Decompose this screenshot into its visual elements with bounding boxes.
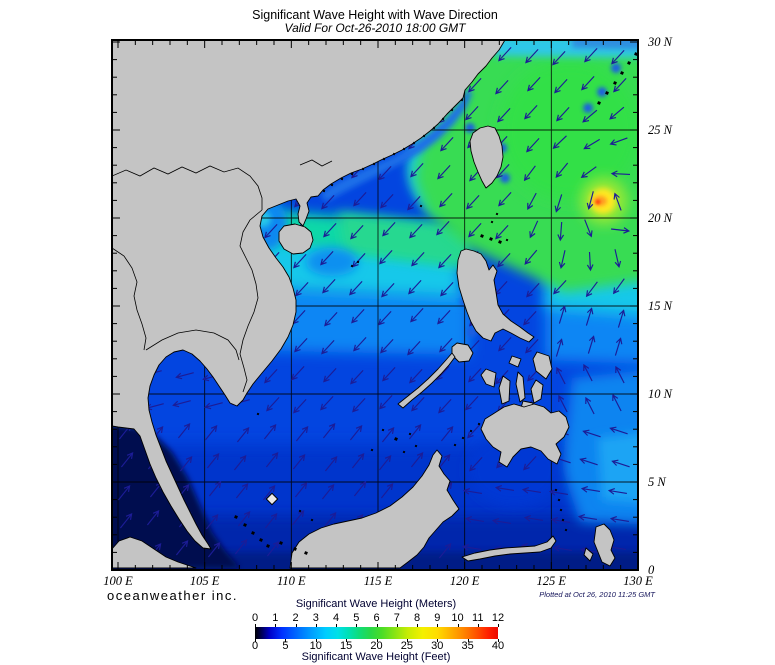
legend-meter-tickmark bbox=[376, 624, 378, 627]
legend-feet-tick: 30 bbox=[431, 640, 444, 652]
legend-meter-tickmark bbox=[396, 624, 398, 627]
lon-label: 100 E bbox=[103, 574, 133, 588]
lon-label: 125 E bbox=[536, 574, 567, 588]
legend-meter-tickmark bbox=[275, 624, 277, 627]
small-islands bbox=[234, 52, 638, 555]
page-title: Significant Wave Height with Wave Direct… bbox=[252, 8, 498, 22]
legend-feet-tickmark bbox=[346, 639, 348, 642]
legend-colorbar bbox=[255, 627, 498, 639]
legend-meter-tickmark bbox=[477, 624, 479, 627]
legend-meter-tick: 11 bbox=[472, 612, 484, 624]
legend-feet-tickmark bbox=[285, 639, 287, 642]
legend-meters-title: Significant Wave Height (Meters) bbox=[295, 598, 457, 610]
legend-meter-tick: 12 bbox=[491, 612, 505, 624]
legend-feet-tick: 15 bbox=[340, 640, 353, 652]
legend-meter-tick: 10 bbox=[451, 612, 464, 624]
legend-meter-tickmark bbox=[417, 624, 418, 627]
lon-label: 115 E bbox=[363, 574, 393, 588]
lon-label: 120 E bbox=[449, 574, 480, 588]
legend-feet-tick: 35 bbox=[461, 640, 474, 652]
legend-meter-tickmark bbox=[295, 624, 297, 627]
legend-feet-tickmark bbox=[255, 639, 256, 642]
lat-label: 20 N bbox=[648, 211, 672, 225]
lon-label: 110 E bbox=[277, 574, 306, 588]
lat-label: 30 N bbox=[648, 35, 672, 49]
natuna-islet bbox=[265, 492, 279, 506]
lat-label: 25 N bbox=[648, 123, 672, 137]
map-border bbox=[111, 39, 639, 571]
legend-meter-tickmark bbox=[255, 624, 256, 627]
plotted-timestamp: Plotted at Oct 26, 2010 11:25 GMT bbox=[539, 590, 655, 599]
legend-meter-tickmark bbox=[336, 624, 337, 627]
oceanweather-branding: oceanweather inc. bbox=[107, 588, 239, 603]
legend-meter-tick: 5 bbox=[353, 612, 360, 624]
legend-meter-tick: 8 bbox=[413, 612, 421, 624]
valid-time-subtitle: Valid For Oct-26-2010 18:00 GMT bbox=[284, 21, 466, 35]
map-clip-group bbox=[112, 40, 638, 570]
legend-meter-tickmark bbox=[356, 624, 358, 627]
legend-feet-title: Significant Wave Height (Feet) bbox=[301, 651, 451, 663]
legend-meter-tick: 2 bbox=[292, 612, 299, 624]
legend-meter-tick: 9 bbox=[434, 612, 441, 624]
legend-meter-tickmark bbox=[498, 624, 499, 627]
legend-feet-tick: 40 bbox=[491, 640, 505, 652]
legend-meter-tick: 7 bbox=[393, 612, 400, 624]
legend-meter-tickmark bbox=[315, 624, 317, 627]
legend-meter-tickmark bbox=[457, 624, 459, 627]
legend-feet-tick: 10 bbox=[309, 640, 322, 652]
cyclone-hotspot bbox=[580, 177, 628, 225]
lon-label: 105 E bbox=[189, 574, 220, 588]
legend-feet-tickmark bbox=[467, 639, 469, 642]
lat-label: 5 N bbox=[648, 475, 666, 489]
legend-feet-tick: 25 bbox=[400, 640, 413, 652]
legend-feet-tick: 5 bbox=[282, 640, 289, 652]
lat-label: 15 N bbox=[648, 299, 672, 313]
legend-meter-tick: 4 bbox=[332, 612, 340, 624]
lat-label: 10 N bbox=[648, 387, 672, 401]
legend-meter-tick: 0 bbox=[251, 612, 259, 624]
legend-feet-tick: 0 bbox=[251, 640, 259, 652]
legend-feet-tick: 20 bbox=[370, 640, 383, 652]
country-borders bbox=[112, 159, 333, 393]
legend-feet-tickmark bbox=[315, 639, 317, 642]
lon-label: 130 E bbox=[623, 574, 653, 588]
legend-meter-tick: 1 bbox=[272, 612, 279, 624]
axis-ticks bbox=[113, 41, 639, 571]
legend-meter-tickmark bbox=[437, 624, 439, 627]
legend-feet-tickmark bbox=[437, 639, 439, 642]
legend-feet-tickmark bbox=[498, 639, 499, 642]
land-masses bbox=[112, 40, 616, 569]
legend-meter-tick: 3 bbox=[312, 612, 319, 624]
legend-meter-tick: 6 bbox=[373, 612, 380, 624]
lat-label: 0 bbox=[648, 563, 655, 577]
legend-feet-tickmark bbox=[406, 639, 408, 642]
legend-feet-tickmark bbox=[376, 639, 378, 642]
